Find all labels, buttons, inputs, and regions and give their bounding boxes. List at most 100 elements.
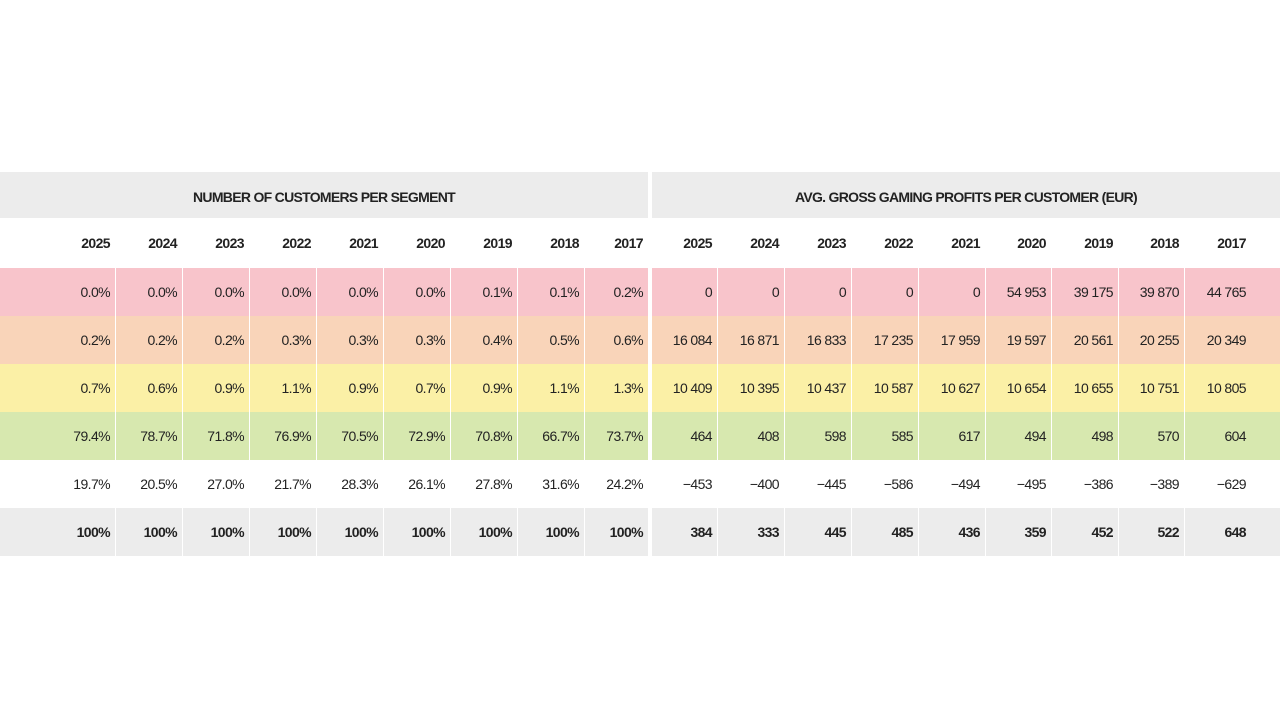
table-cell: 1.1% xyxy=(249,364,316,412)
table-cell: 0.3% xyxy=(249,316,316,364)
table-cell: 648 xyxy=(1184,508,1251,556)
year-header: 2021 xyxy=(951,235,980,251)
table-cell: 17 235 xyxy=(851,316,918,364)
year-header: 2017 xyxy=(614,235,643,251)
table-cell: 20 349 xyxy=(1184,316,1251,364)
table-cell: 100% xyxy=(450,508,517,556)
table-cell: 20 561 xyxy=(1051,316,1118,364)
table-cell: 70.5% xyxy=(316,412,383,460)
table-cell: 31.6% xyxy=(517,460,584,508)
table-cell: 585 xyxy=(851,412,918,460)
table-cell: 19.7% xyxy=(73,476,110,492)
table-cell: 54 953 xyxy=(985,268,1051,316)
row-band xyxy=(0,412,648,460)
table-cell: 20 255 xyxy=(1118,316,1184,364)
year-header: 2024 xyxy=(750,235,779,251)
table-cell: 17 959 xyxy=(918,316,985,364)
table-cell: 44 765 xyxy=(1184,268,1251,316)
table-cell: 100% xyxy=(383,508,450,556)
table-cell: 24.2% xyxy=(584,460,648,508)
table-cell: 26.1% xyxy=(383,460,450,508)
row-band xyxy=(0,364,648,412)
table-cell: 0.0% xyxy=(115,268,182,316)
table-cell: 445 xyxy=(784,508,851,556)
year-header: 2019 xyxy=(483,235,512,251)
table-cell: 1.3% xyxy=(584,364,648,412)
table-cell: −445 xyxy=(784,460,851,508)
table-cell: 10 409 xyxy=(672,380,713,396)
table-cell: 39 175 xyxy=(1051,268,1118,316)
year-header: 2021 xyxy=(349,235,378,251)
row-band xyxy=(652,364,1280,412)
table-cell: 464 xyxy=(690,428,712,444)
table-cell: 0 xyxy=(784,268,851,316)
table-cell: 100% xyxy=(76,524,111,540)
table-cell: 0.1% xyxy=(450,268,517,316)
table-cell: 73.7% xyxy=(584,412,648,460)
table-cell: 0 xyxy=(717,268,784,316)
table-cell: 384 xyxy=(690,524,712,540)
table-cell: 598 xyxy=(784,412,851,460)
table-cell: −453 xyxy=(682,476,713,492)
table-cell: 78.7% xyxy=(115,412,182,460)
table-cell: 0.2% xyxy=(584,268,648,316)
year-header: 2025 xyxy=(81,235,110,251)
table-cell: 0.6% xyxy=(584,316,648,364)
table-cell: 10 437 xyxy=(784,364,851,412)
row-band xyxy=(0,508,648,556)
table-cell: −586 xyxy=(851,460,918,508)
table-cell: 21.7% xyxy=(249,460,316,508)
table-cell: 498 xyxy=(1051,412,1118,460)
table-cell: 0 xyxy=(918,268,985,316)
table-cell: 0.9% xyxy=(182,364,249,412)
table-cell: 494 xyxy=(985,412,1051,460)
table-cell: 0.2% xyxy=(80,332,110,348)
table-cell: 100% xyxy=(115,508,182,556)
year-header: 2018 xyxy=(1150,235,1179,251)
table-cell: 10 627 xyxy=(918,364,985,412)
table-cell: 604 xyxy=(1184,412,1251,460)
row-band xyxy=(0,268,648,316)
table-cell: 333 xyxy=(717,508,784,556)
year-header: 2022 xyxy=(282,235,311,251)
table-cell: 10 395 xyxy=(717,364,784,412)
table-cell: 100% xyxy=(316,508,383,556)
table-cell: 100% xyxy=(182,508,249,556)
year-header: 2020 xyxy=(416,235,445,251)
table-cell: 617 xyxy=(918,412,985,460)
table-cell: 0.0% xyxy=(80,284,110,300)
table-cell: 10 805 xyxy=(1184,364,1251,412)
year-header: 2020 xyxy=(1017,235,1046,251)
row-band xyxy=(652,460,1280,508)
year-header: 2023 xyxy=(215,235,244,251)
table-cell: 27.0% xyxy=(182,460,249,508)
group-title: NUMBER OF CUSTOMERS PER SEGMENT xyxy=(193,189,456,205)
table-cell: 79.4% xyxy=(73,428,110,444)
row-band xyxy=(652,316,1280,364)
table-cell: 0.0% xyxy=(249,268,316,316)
year-header: 2022 xyxy=(884,235,913,251)
table-cell: 100% xyxy=(517,508,584,556)
table-cell: 0.3% xyxy=(383,316,450,364)
table-cell: 522 xyxy=(1118,508,1184,556)
table-cell: 0.5% xyxy=(517,316,584,364)
table-cell: 100% xyxy=(584,508,648,556)
row-band xyxy=(652,268,1280,316)
header-band xyxy=(652,172,1280,218)
year-header: 2018 xyxy=(550,235,579,251)
table-cell: −386 xyxy=(1051,460,1118,508)
table-cell: 0.0% xyxy=(316,268,383,316)
table-cell: 436 xyxy=(918,508,985,556)
table-cell: 452 xyxy=(1051,508,1118,556)
table-cell: 16 871 xyxy=(717,316,784,364)
table-cell: 39 870 xyxy=(1118,268,1184,316)
table-cell: 0.2% xyxy=(115,316,182,364)
table-cell: 0.9% xyxy=(450,364,517,412)
header-band xyxy=(0,172,648,218)
table-cell: 10 655 xyxy=(1051,364,1118,412)
table-cell: 0.2% xyxy=(182,316,249,364)
table-cell: 0.7% xyxy=(80,380,110,396)
table-cell: −494 xyxy=(918,460,985,508)
table-cell: 485 xyxy=(851,508,918,556)
table-cell: 0.1% xyxy=(517,268,584,316)
